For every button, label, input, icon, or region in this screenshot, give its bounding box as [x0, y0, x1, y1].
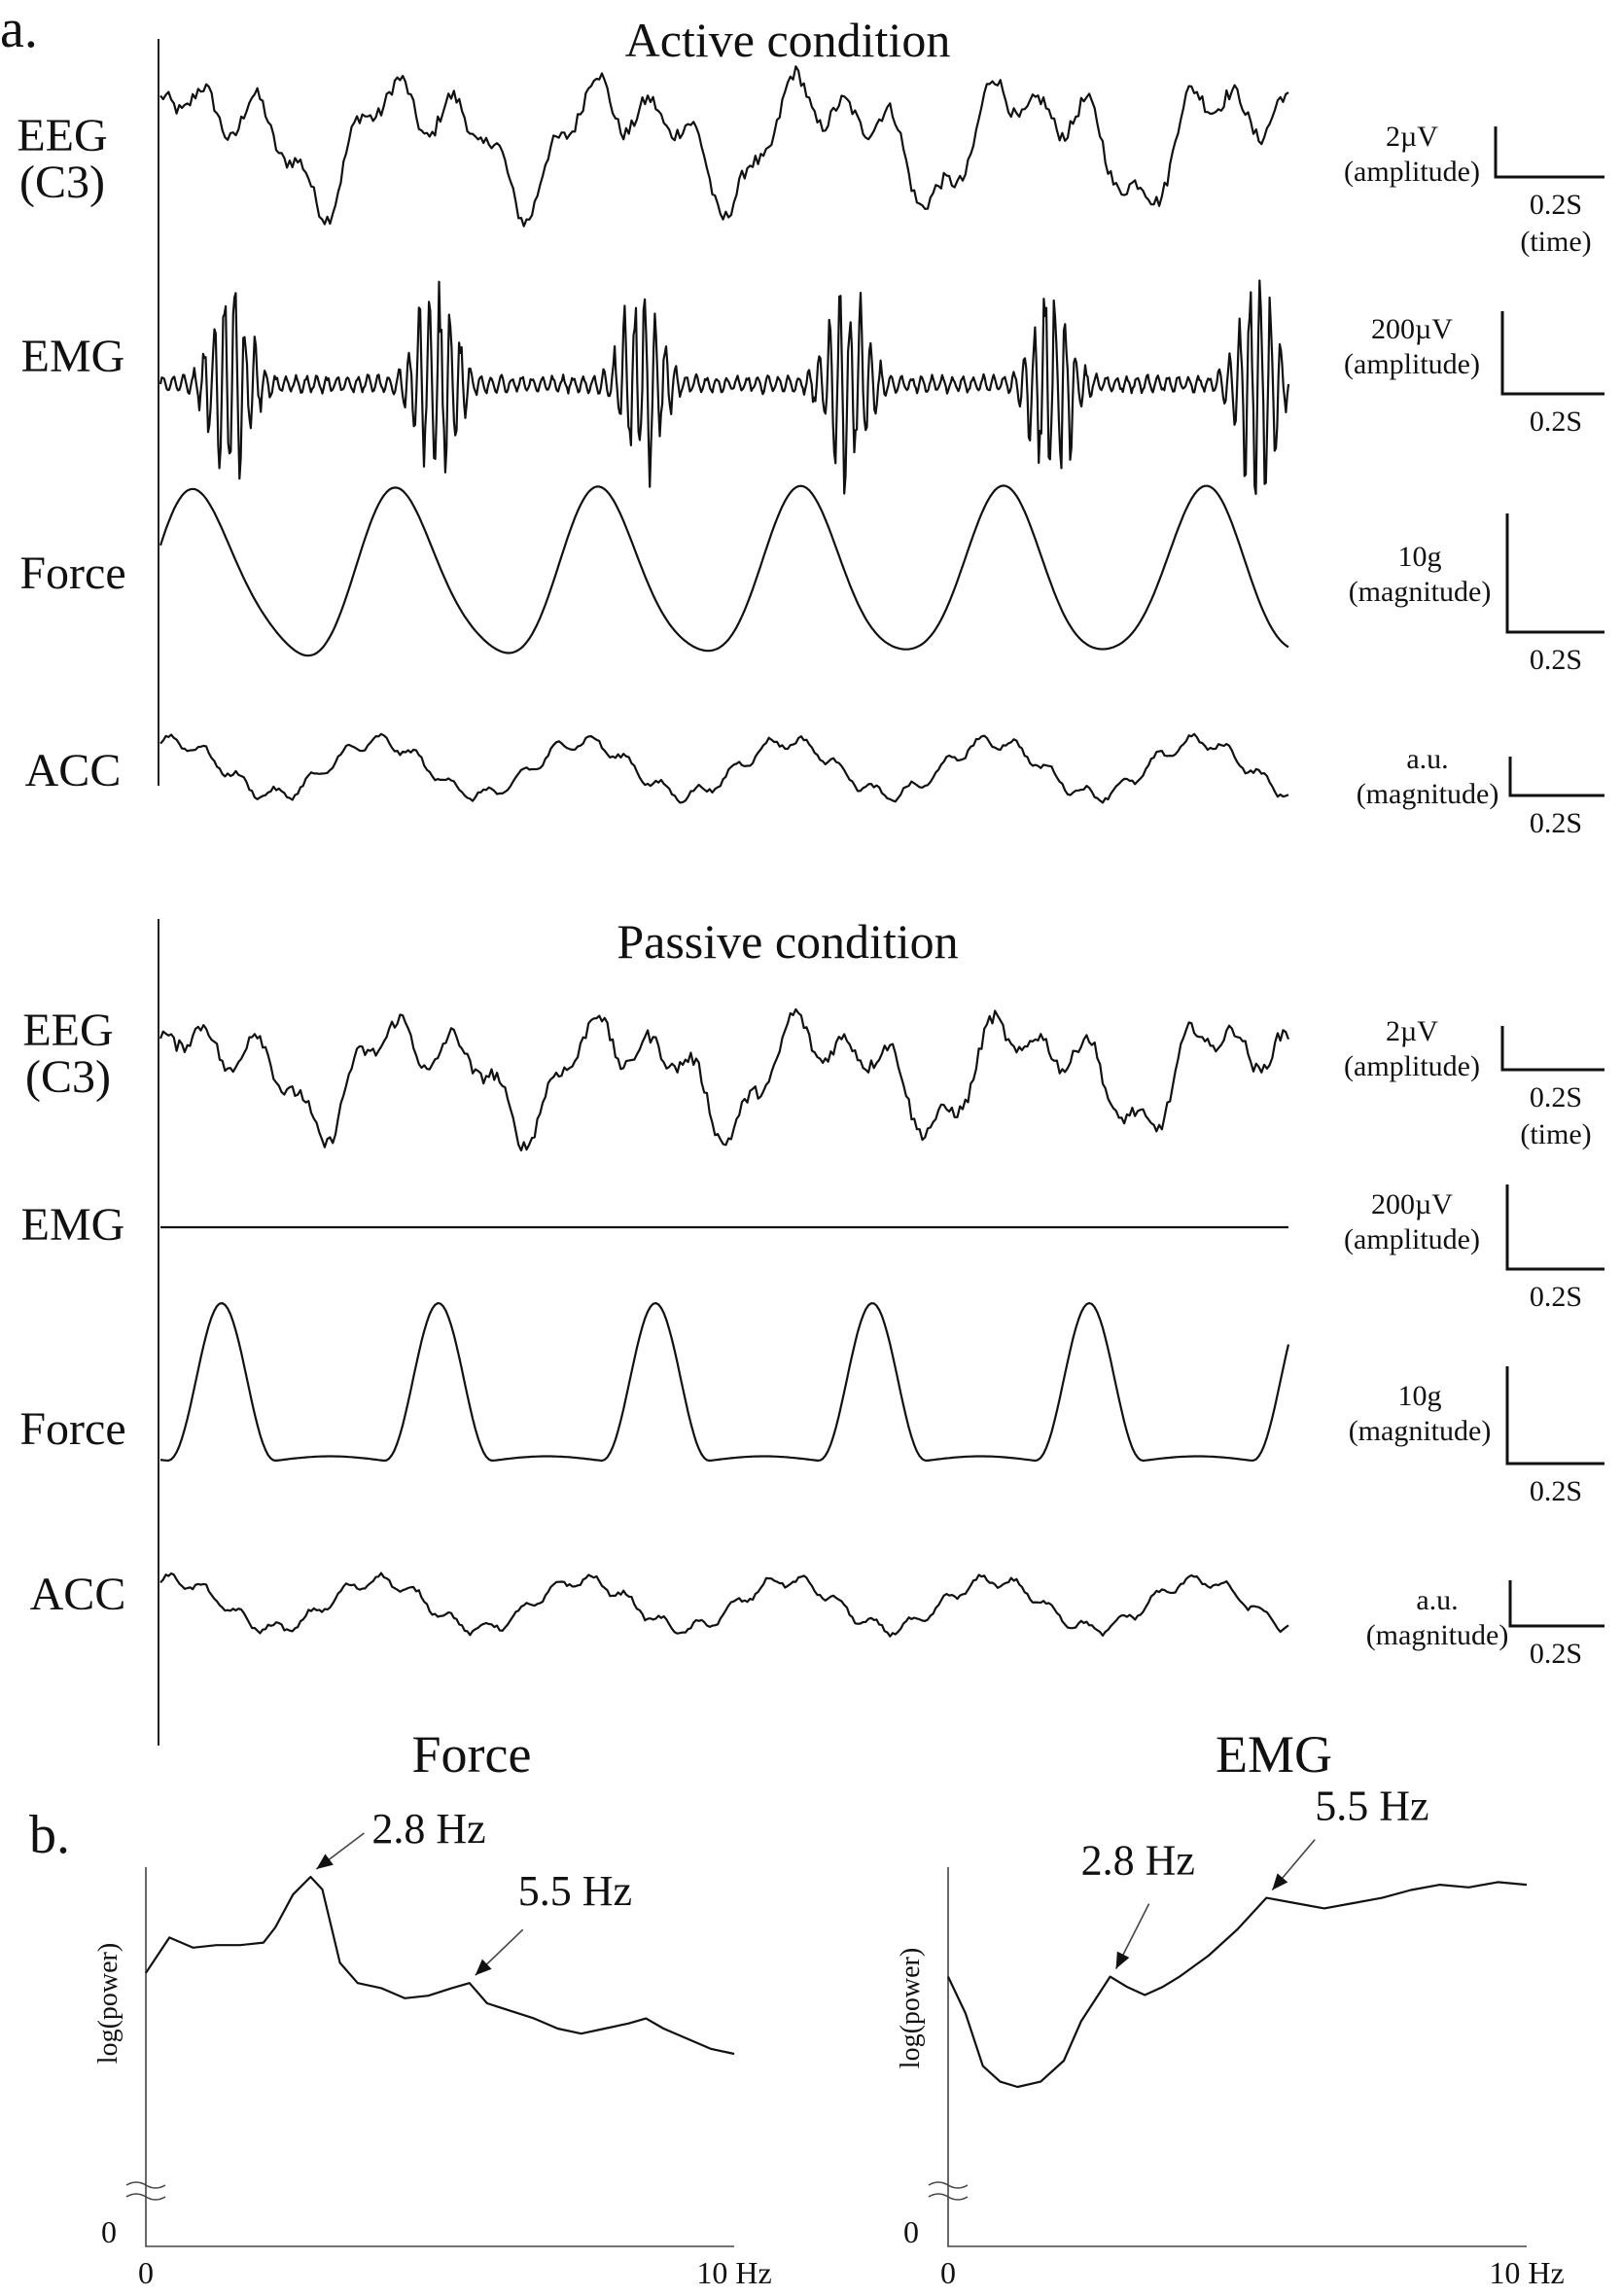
x-tick-label-start: 0 — [138, 2255, 154, 2290]
trace-force — [159, 1301, 1290, 1463]
scale-unit-force: (magnitude) — [1349, 1415, 1492, 1447]
trace-acc — [159, 732, 1289, 804]
channel-name-force: Force — [19, 1403, 125, 1455]
channel-eeg: EEG(C3) 2µV(amplitude) 0.2S (time) — [17, 65, 1604, 258]
scale-value-force: 10g — [1398, 1380, 1442, 1412]
time-scale-eeg: 0.2S — [1530, 1081, 1582, 1113]
spectrum-axes — [145, 1867, 734, 2247]
axis-break-icon — [125, 2181, 166, 2201]
scale-bar-acc — [1508, 1580, 1604, 1628]
scale-value-emg: 200µV — [1371, 1188, 1453, 1220]
y-tick-label: 0 — [101, 2214, 117, 2249]
scale-unit-acc: (magnitude) — [1366, 1619, 1509, 1651]
arrowhead-icon — [1272, 1873, 1288, 1890]
channel-subname-eeg: (C3) — [25, 1051, 111, 1103]
emg-power-spectrum: EMG log(power) 00 10 Hz 2.8 Hz 5.5 Hz — [896, 1725, 1565, 2290]
scale-unit-emg: (amplitude) — [1344, 1223, 1480, 1255]
x-tick-label-end: 10 Hz — [1489, 2255, 1564, 2290]
spectrum-line — [145, 1875, 735, 2056]
passive-condition-recordings: Passive conditionEEG(C3)2µV(amplitude)0.… — [19, 914, 1604, 1746]
active-condition-recordings: Active conditionEEG(C3)2µV(amplitude)0.2… — [17, 13, 1604, 839]
scale-unit-acc: (magnitude) — [1357, 778, 1499, 810]
scale-bar-force — [1505, 1366, 1604, 1466]
time-unit-eeg: (time) — [1520, 226, 1591, 258]
trace-eeg — [159, 1007, 1290, 1152]
time-scale-eeg: 0.2S — [1530, 189, 1582, 221]
time-scale-emg: 0.2S — [1530, 1281, 1582, 1313]
channel-name-acc: ACC — [25, 745, 122, 796]
trace-force — [159, 484, 1289, 657]
scale-value-acc: a.u. — [1416, 1584, 1458, 1616]
channel-emg: EMG 200µV(amplitude) 0.2S — [21, 1184, 1604, 1313]
spectrum-line — [947, 1881, 1528, 2089]
scale-value-eeg: 2µV — [1386, 1015, 1438, 1047]
panel-a-label: a. — [0, 0, 38, 59]
channel-subname-eeg: (C3) — [19, 157, 105, 208]
scale-unit-emg: (amplitude) — [1344, 348, 1480, 380]
trace-emg — [159, 279, 1290, 495]
scale-value-force: 10g — [1398, 541, 1442, 573]
y-tick-label: 0 — [903, 2214, 919, 2249]
scale-bar-acc — [1508, 757, 1604, 797]
scale-bar-emg — [1505, 1184, 1604, 1271]
annotation-label-0: 2.8 Hz — [1081, 1837, 1195, 1885]
channel-acc: ACC a.u.(magnitude) 0.2S — [30, 1569, 1604, 1670]
x-tick-label-end: 10 Hz — [696, 2255, 771, 2290]
scale-bar-eeg — [1494, 126, 1604, 179]
time-unit-eeg: (time) — [1520, 1118, 1591, 1150]
scale-bar-eeg — [1500, 1026, 1604, 1072]
spectrum-title: Force — [412, 1725, 532, 1784]
arrowhead-icon — [475, 1959, 492, 1976]
panel-b-label: b. — [29, 1805, 70, 1865]
channel-force: Force 10g(magnitude) 0.2S — [19, 484, 1604, 676]
scale-value-eeg: 2µV — [1386, 121, 1438, 153]
channel-name-emg: EMG — [21, 1199, 125, 1251]
spectrum-axes — [947, 1867, 1527, 2247]
channel-force: Force 10g(magnitude) 0.2S — [19, 1301, 1604, 1507]
annotation-label-0: 2.8 Hz — [371, 1805, 485, 1853]
channel-emg: EMG 200µV(amplitude) 0.2S — [21, 279, 1604, 495]
condition-title: Active condition — [625, 13, 951, 67]
scale-unit-eeg: (amplitude) — [1344, 156, 1480, 188]
trace-acc — [159, 1572, 1289, 1638]
arrowhead-icon — [1115, 1951, 1130, 1969]
annotation-label-1: 5.5 Hz — [1315, 1783, 1428, 1830]
axis-break-icon — [928, 2181, 969, 2201]
scale-bar-emg — [1500, 311, 1604, 396]
channel-name-emg: EMG — [21, 331, 125, 382]
channel-name-eeg: EEG — [22, 1005, 113, 1056]
channel-acc: ACC a.u.(magnitude) 0.2S — [25, 732, 1604, 839]
scale-bar-force — [1505, 513, 1604, 634]
channel-name-acc: ACC — [30, 1569, 126, 1620]
channel-name-force: Force — [19, 548, 125, 599]
scale-value-acc: a.u. — [1406, 743, 1448, 775]
time-scale-emg: 0.2S — [1530, 406, 1582, 438]
arrowhead-icon — [316, 1854, 334, 1869]
condition-title: Passive condition — [617, 914, 958, 969]
time-scale-force: 0.2S — [1530, 1475, 1582, 1507]
annotation-label-1: 5.5 Hz — [518, 1867, 632, 1915]
channel-name-eeg: EEG — [17, 110, 107, 161]
y-axis-label: log(power) — [93, 1943, 123, 2064]
time-scale-acc: 0.2S — [1530, 807, 1582, 839]
force-power-spectrum: Force log(power) 00 10 Hz 2.8 Hz 5.5 Hz — [93, 1725, 772, 2290]
time-scale-force: 0.2S — [1530, 644, 1582, 676]
channel-eeg: EEG(C3) 2µV(amplitude) 0.2S (time) — [22, 1005, 1604, 1152]
spectrum-title: EMG — [1216, 1725, 1332, 1784]
y-axis-label: log(power) — [896, 1948, 926, 2068]
x-tick-label-start: 0 — [940, 2255, 956, 2290]
time-scale-acc: 0.2S — [1530, 1638, 1582, 1670]
scale-unit-force: (magnitude) — [1349, 576, 1492, 608]
scale-value-emg: 200µV — [1371, 313, 1453, 345]
scale-unit-eeg: (amplitude) — [1344, 1050, 1480, 1082]
trace-eeg — [159, 65, 1289, 228]
